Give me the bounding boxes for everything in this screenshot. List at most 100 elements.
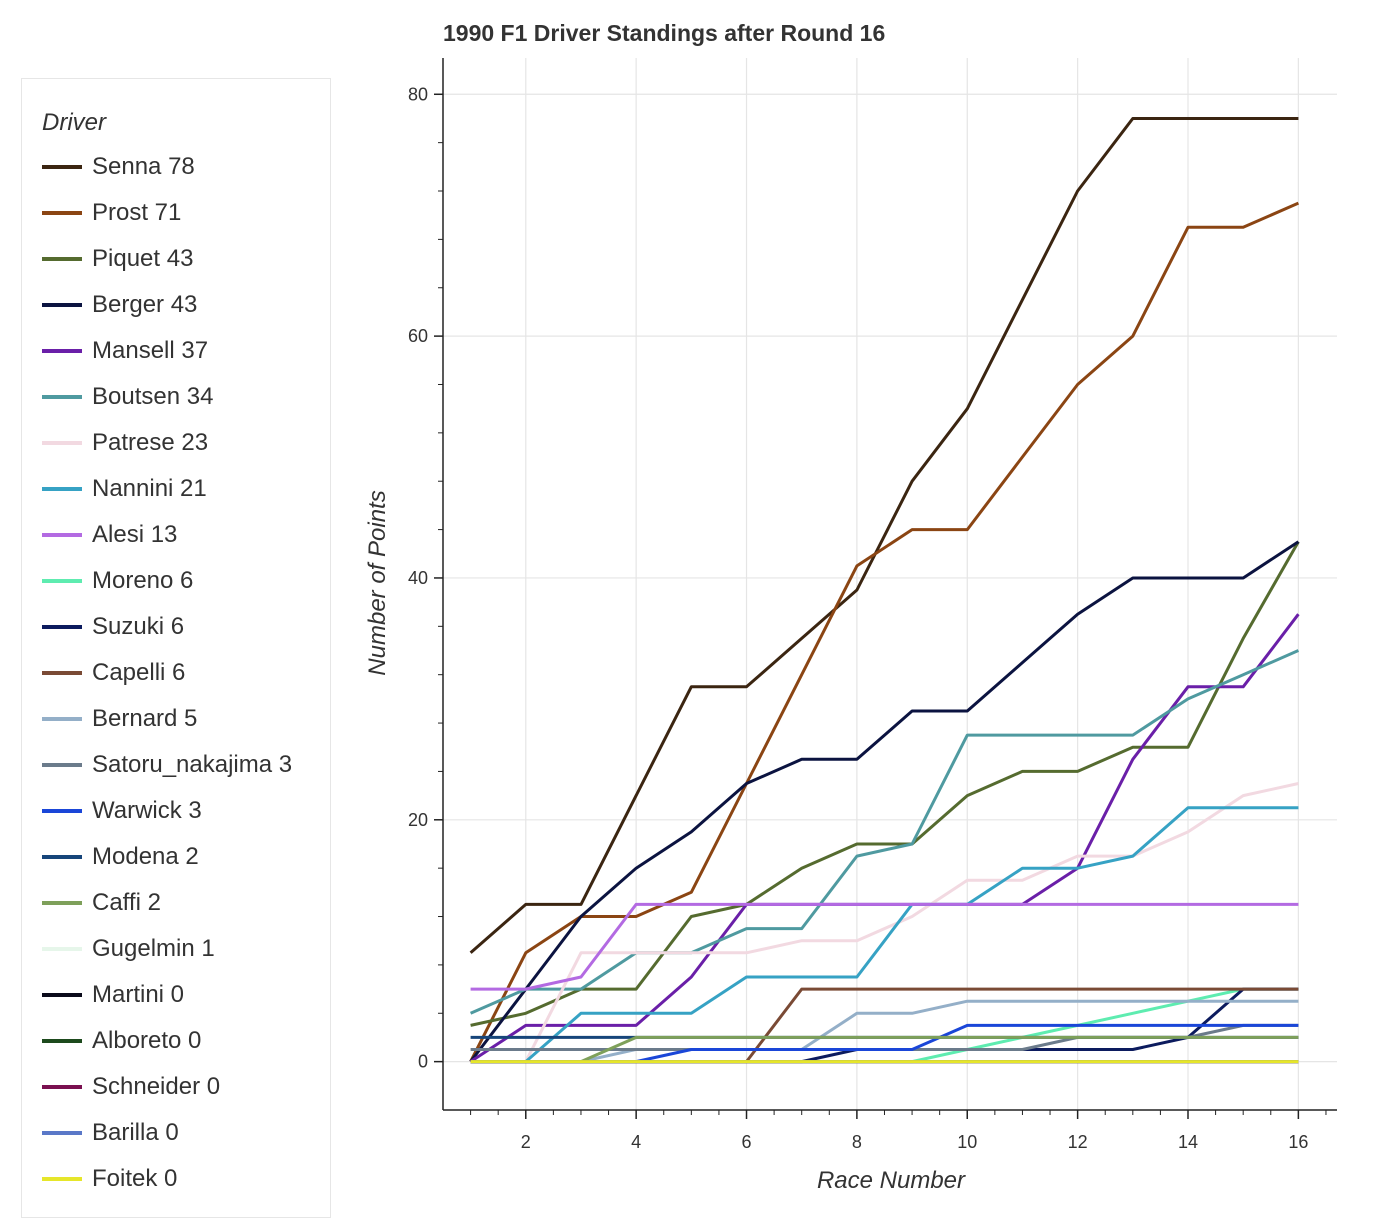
legend-item-patrese[interactable]: Patrese 23: [42, 428, 208, 458]
x-tick-label: 8: [852, 1132, 862, 1152]
legend-label: Suzuki 6: [92, 613, 185, 640]
x-axis-label: Race Number: [817, 1167, 966, 1194]
legend-item-mansell[interactable]: Mansell 37: [42, 336, 208, 366]
series-line-boutsen: [469, 649, 1300, 1015]
legend-swatch: [42, 441, 82, 445]
legend-swatch: [42, 901, 82, 905]
chart-title: 1990 F1 Driver Standings after Round 16: [443, 20, 886, 46]
legend-swatch: [42, 947, 82, 951]
grid: [443, 58, 1337, 1110]
legend-item-foitek[interactable]: Foitek 0: [42, 1164, 177, 1194]
legend-swatch: [42, 395, 82, 399]
legend-label: Capelli 6: [92, 659, 186, 686]
legend-item-boutsen[interactable]: Boutsen 34: [42, 382, 213, 412]
legend-label: Barilla 0: [92, 1119, 179, 1146]
y-tick-label: 60: [408, 326, 428, 346]
legend-label: Patrese 23: [92, 429, 209, 456]
legend-label: Prost 71: [92, 199, 182, 226]
legend-item-prost[interactable]: Prost 71: [42, 198, 181, 228]
legend-swatch: [42, 671, 82, 675]
legend-label: Caffi 2: [92, 889, 161, 916]
series-line-patrese: [470, 782, 1299, 1064]
legend-label: Nannini 21: [92, 475, 207, 502]
y-tick-label: 20: [408, 810, 428, 830]
legend-label: Senna 78: [92, 153, 195, 180]
legend-swatch: [42, 579, 82, 583]
legend-label: Schneider 0: [92, 1073, 221, 1100]
legend-label: Warwick 3: [92, 797, 202, 824]
legend-label: Bernard 5: [92, 705, 198, 732]
legend-item-schneider[interactable]: Schneider 0: [42, 1072, 220, 1102]
legend-swatch: [42, 625, 82, 629]
legend-swatch: [42, 993, 82, 997]
legend-item-barilla[interactable]: Barilla 0: [42, 1118, 179, 1148]
legend-item-gugelmin[interactable]: Gugelmin 1: [42, 934, 215, 964]
y-axis-label: Number of Points: [364, 490, 391, 675]
series-line-berger: [469, 540, 1300, 1063]
legend-title: Driver: [42, 109, 106, 136]
legend-label: Modena 2: [92, 843, 199, 870]
axes: 2 4 6 8 10 12 14 16 0 20 40 60 80: [408, 58, 1337, 1152]
legend-swatch: [42, 717, 82, 721]
legend-label: Boutsen 34: [92, 383, 214, 410]
legend-label: Gugelmin 1: [92, 935, 215, 962]
series-line-piquet: [470, 540, 1300, 1027]
legend-item-alesi[interactable]: Alesi 13: [42, 520, 177, 550]
legend-item-senna[interactable]: Senna 78: [42, 152, 195, 182]
legend-swatch: [42, 303, 82, 307]
y-tick-label: 80: [408, 84, 428, 104]
legend: Driver Senna 78 Prost 71 Piquet 43 Berger 4…: [21, 78, 331, 1218]
x-tick-label: 4: [631, 1132, 641, 1152]
series-line-senna: [469, 117, 1299, 954]
legend-label: Moreno 6: [92, 567, 194, 594]
legend-label: Alesi 13: [92, 521, 178, 548]
series-line-bernard: [470, 999, 1299, 1064]
legend-swatch: [42, 1085, 82, 1089]
legend-item-alboreto[interactable]: Alboreto 0: [42, 1026, 201, 1056]
legend-item-bernard[interactable]: Bernard 5: [42, 704, 197, 734]
legend-swatch: [42, 1039, 82, 1043]
legend-item-martini[interactable]: Martini 0: [42, 980, 184, 1010]
legend-label: Berger 43: [92, 291, 198, 318]
x-tick-label: 12: [1068, 1132, 1088, 1152]
legend-label: Martini 0: [92, 981, 185, 1008]
legend-item-piquet[interactable]: Piquet 43: [42, 244, 193, 274]
legend-label: Foitek 0: [92, 1165, 178, 1192]
legend-item-capelli[interactable]: Capelli 6: [42, 658, 185, 688]
legend-item-nannini[interactable]: Nannini 21: [42, 474, 207, 504]
x-tick-label: 10: [957, 1132, 977, 1152]
legend-swatch: [42, 349, 82, 353]
legend-item-suzuki[interactable]: Suzuki 6: [42, 612, 184, 642]
legend-item-warwick[interactable]: Warwick 3: [42, 796, 202, 826]
x-tick-label: 2: [521, 1132, 531, 1152]
legend-swatch: [42, 809, 82, 813]
series-lines: [469, 117, 1300, 1064]
legend-item-caffi[interactable]: Caffi 2: [42, 888, 161, 918]
series-line-prost: [469, 201, 1300, 1063]
legend-swatch: [42, 487, 82, 491]
legend-swatch: [42, 211, 82, 215]
series-line-nannini: [470, 806, 1299, 1064]
x-tick-label: 6: [742, 1132, 752, 1152]
legend-swatch: [42, 1177, 82, 1181]
legend-label: Piquet 43: [92, 245, 194, 272]
series-line-alesi: [470, 902, 1299, 991]
legend-swatch: [42, 1131, 82, 1135]
legend-swatch: [42, 763, 82, 767]
series-line-caffi: [470, 1035, 1299, 1064]
legend-label: Mansell 37: [92, 337, 209, 364]
legend-swatch: [42, 257, 82, 261]
legend-item-berger[interactable]: Berger 43: [42, 290, 197, 320]
x-tick-label: 16: [1288, 1132, 1308, 1152]
legend-item-modena[interactable]: Modena 2: [42, 842, 199, 872]
y-tick-label: 0: [418, 1052, 428, 1072]
legend-item-moreno[interactable]: Moreno 6: [42, 566, 193, 596]
legend-label: Alboreto 0: [92, 1027, 202, 1054]
legend-swatch: [42, 165, 82, 169]
y-tick-label: 40: [408, 568, 428, 588]
legend-item-satoru_nakajima[interactable]: Satoru_nakajima 3: [42, 750, 292, 780]
legend-swatch: [42, 533, 82, 537]
x-tick-label: 14: [1178, 1132, 1198, 1152]
legend-swatch: [42, 855, 82, 859]
